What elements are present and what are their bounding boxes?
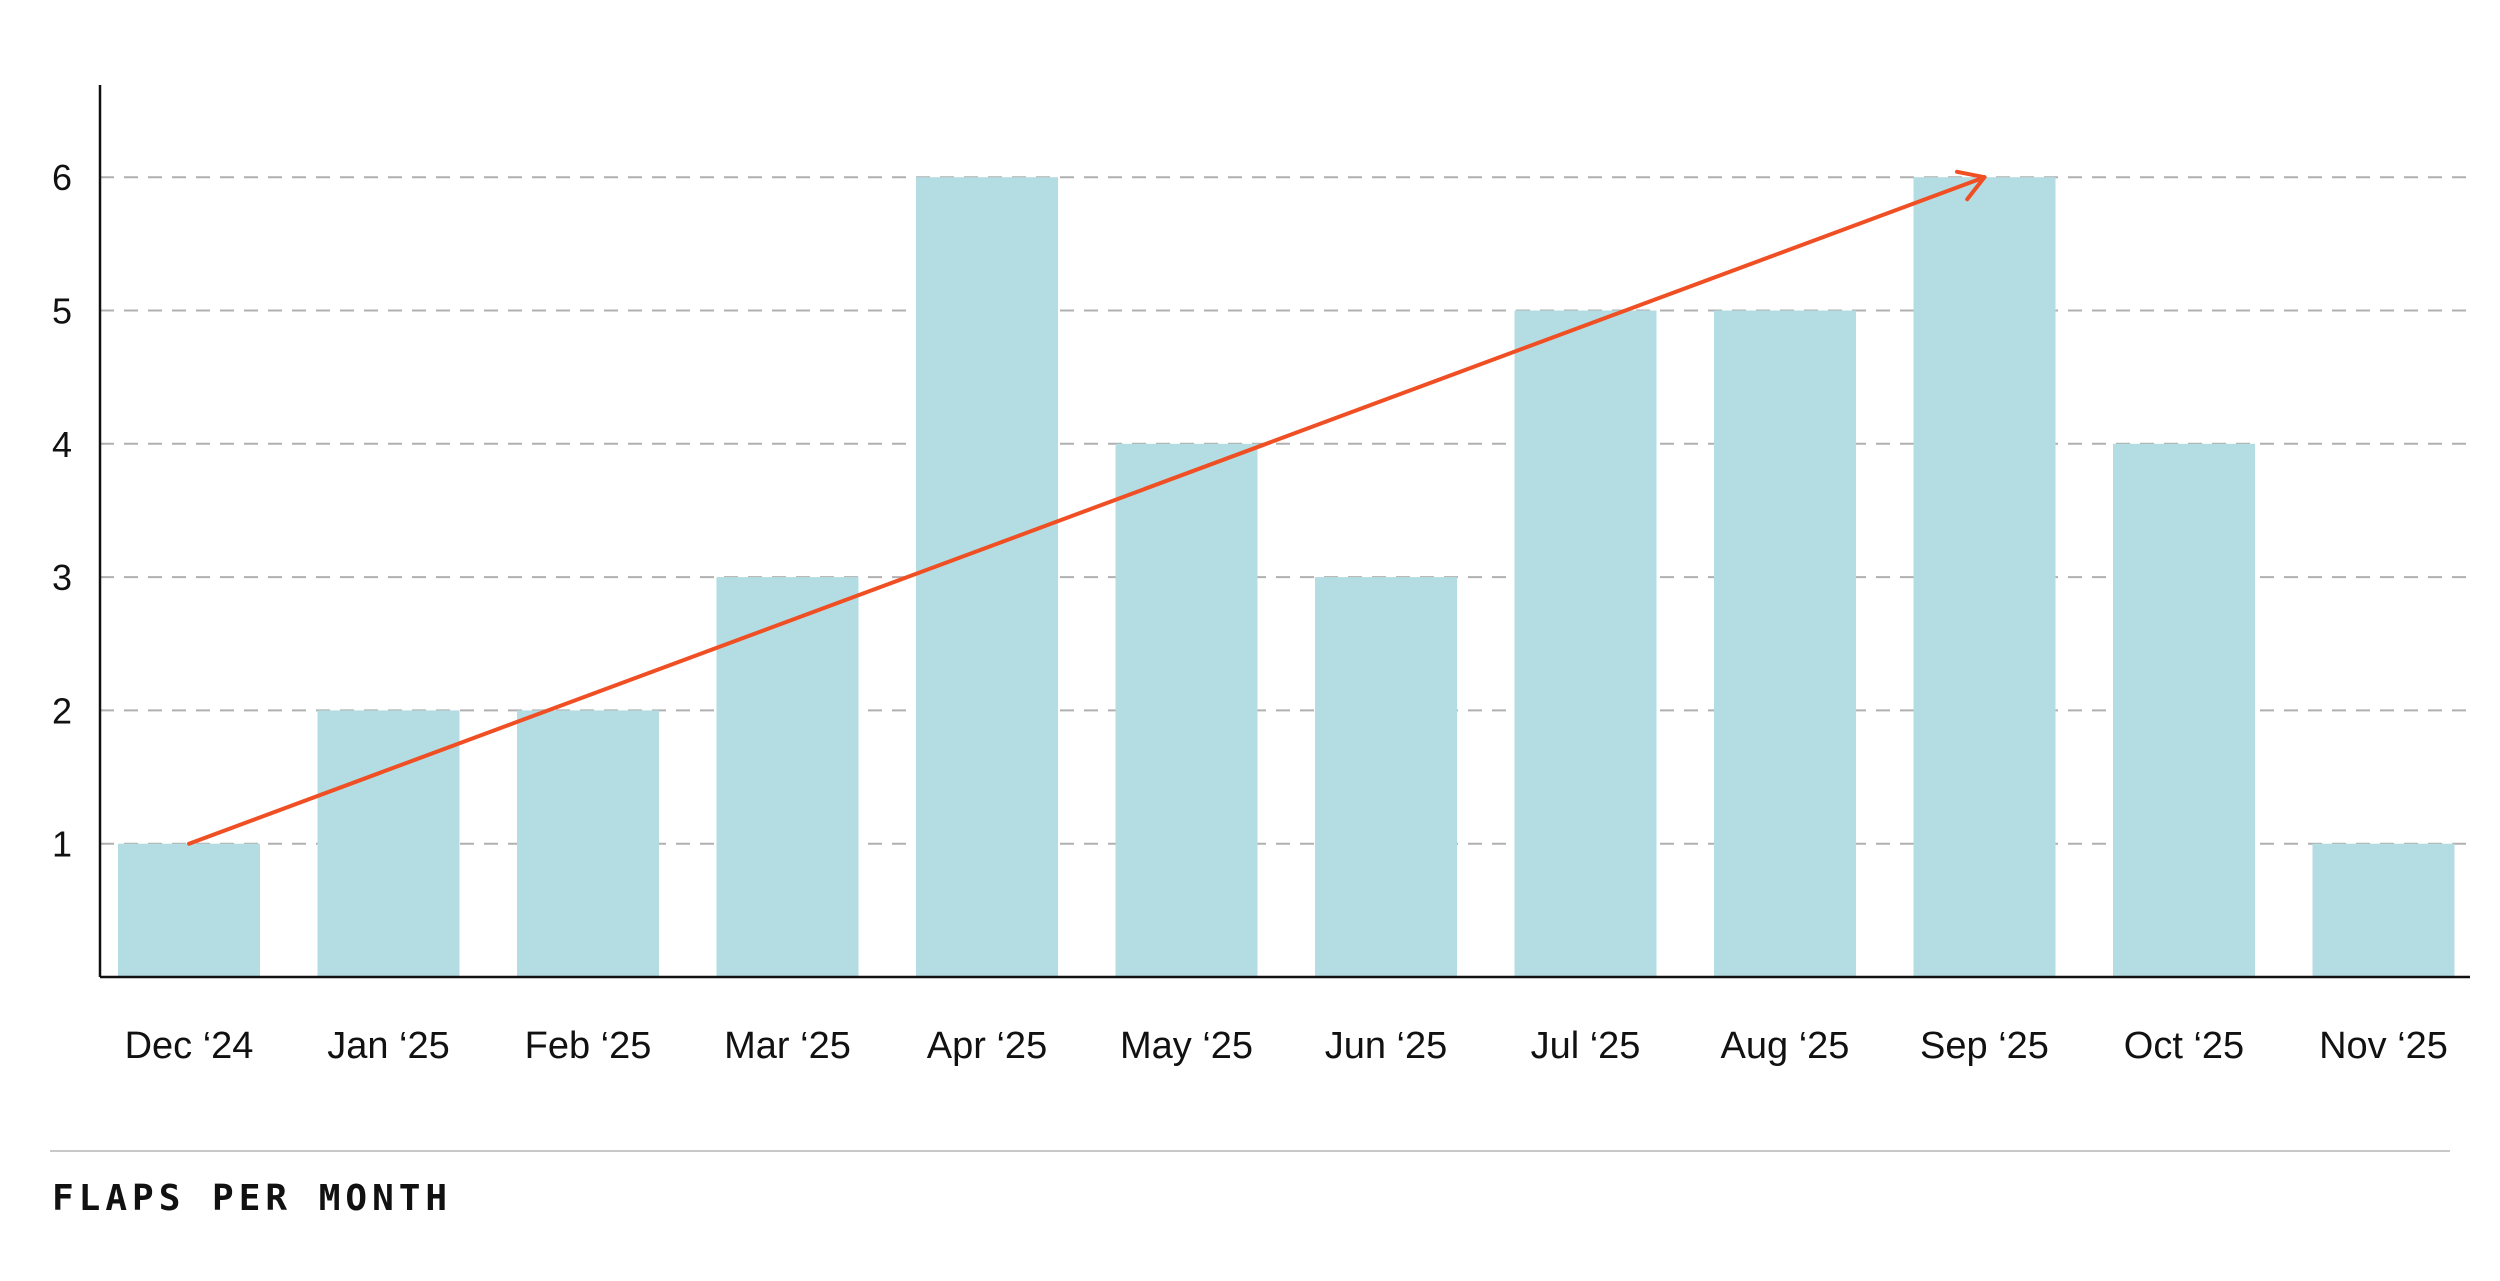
bar	[517, 710, 659, 977]
bar	[2312, 843, 2455, 977]
x-tick-label: Oct ‘25	[2124, 1025, 2244, 1067]
gridlines	[100, 176, 2470, 845]
bar	[1315, 577, 1457, 977]
caption-divider	[50, 1150, 2450, 1152]
bars	[118, 177, 2455, 977]
x-tick-label: Apr ‘25	[927, 1025, 1047, 1067]
bar	[1714, 310, 1856, 977]
trend-arrow	[187, 169, 1987, 846]
y-tick-label: 4	[52, 424, 72, 465]
chart-caption: FLAPS PER MONTH	[52, 1178, 453, 1219]
trend-arrowhead	[1955, 169, 1987, 202]
bar	[118, 843, 260, 977]
bar	[317, 710, 460, 977]
x-tick-label: Jun ‘25	[1325, 1025, 1448, 1067]
x-tick-label: Sep ‘25	[1920, 1025, 2049, 1067]
bar	[916, 177, 1058, 977]
x-tick-labels: Dec ‘24 Jan ‘25 Feb ‘25 Mar ‘25 Apr ‘25 May ‘…	[125, 1025, 2448, 1067]
y-tick-labels: 1 2 3 4 5 6	[52, 157, 72, 865]
y-tick-label: 1	[52, 824, 72, 865]
x-tick-label: Jul ‘25	[1531, 1025, 1641, 1067]
x-tick-label: Jan ‘25	[327, 1025, 450, 1067]
x-tick-label: Feb ‘25	[525, 1025, 652, 1067]
y-tick-label: 6	[52, 157, 72, 198]
axes	[98, 85, 2470, 979]
x-tick-label: Aug ‘25	[1721, 1025, 1850, 1067]
x-tick-label: Dec ‘24	[125, 1025, 254, 1067]
bar	[2113, 443, 2255, 977]
y-tick-label: 5	[52, 291, 72, 332]
flaps-bar-chart: 1 2 3 4 5 6 Dec ‘24 Jan ‘25 Feb ‘25 Mar ‘25 Apr ‘…	[52, 85, 2470, 1067]
trend-line	[187, 175, 1987, 846]
bar	[1115, 443, 1258, 977]
bar	[1514, 310, 1657, 977]
x-tick-label: Mar ‘25	[724, 1025, 851, 1067]
y-tick-label: 3	[52, 557, 72, 598]
y-tick-label: 2	[52, 690, 72, 731]
x-tick-label: Nov ‘25	[2319, 1025, 2448, 1067]
bar	[716, 577, 859, 977]
bar	[1913, 177, 2056, 977]
x-tick-label: May ‘25	[1120, 1025, 1253, 1067]
